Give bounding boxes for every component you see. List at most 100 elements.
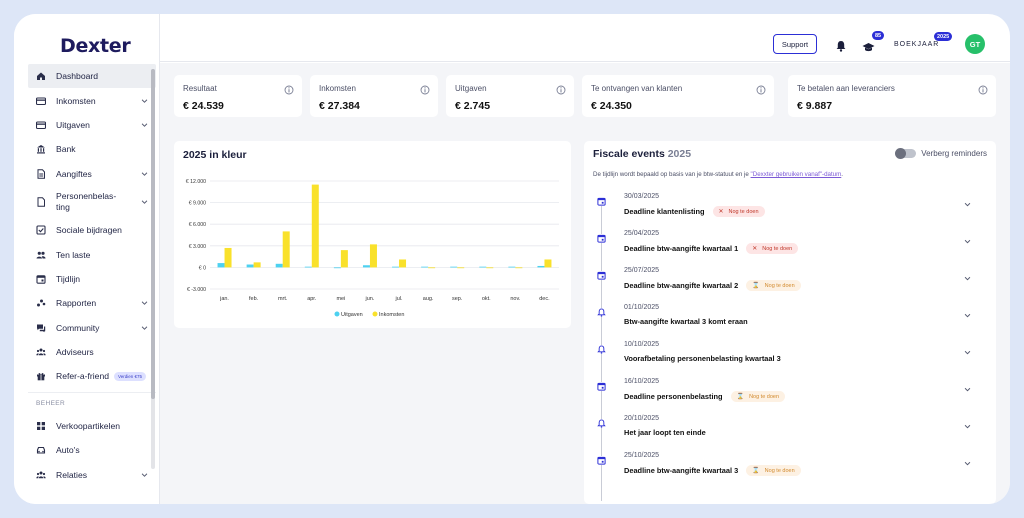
timeline-event[interactable]: 30/03/2025 Deadline klantenlisting ✕ Nog te… [584, 187, 980, 224]
fiscal-events-card: Fiscale events 2025 Verberg reminders De… [584, 141, 996, 504]
event-name: Deadline btw-aangifte kwartaal 2 [624, 281, 739, 290]
event-name: Deadline btw-aangifte kwartaal 1 [624, 244, 739, 253]
sidebar-item-label: Auto's [56, 445, 80, 456]
sidebar-scrollbar[interactable] [151, 69, 155, 469]
event-name: Het jaar loopt ten einde [624, 428, 706, 437]
group-icon [36, 470, 46, 480]
sidebar-item-label: Ten laste [56, 249, 91, 260]
chevron-down-icon[interactable] [964, 460, 971, 467]
card-icon [36, 120, 46, 130]
bar-uitgaven [217, 263, 225, 268]
sidebar-item-sociale-bijdragen[interactable]: Sociale bijdragen [28, 218, 156, 242]
sidebar-item-bank[interactable]: Bank [28, 137, 156, 161]
hide-reminders-toggle[interactable] [895, 148, 916, 159]
chevron-down-icon[interactable] [141, 121, 148, 128]
sidebar-item-uitgaven[interactable]: Uitgaven [28, 113, 156, 137]
bar-inkomsten [428, 267, 436, 269]
event-title: Deadline btw-aangifte kwartaal 3 ⌛ Nog te … [624, 465, 801, 476]
sidebar-item-ten-laste[interactable]: Ten laste [28, 242, 156, 266]
status-badge: ⌛ Nog te doen [730, 391, 786, 402]
x-tick-label: okt. [482, 296, 491, 302]
fiscal-year-label[interactable]: BOEKJAAR [894, 41, 940, 48]
chevron-down-icon[interactable] [964, 386, 971, 393]
chat-icon [36, 323, 46, 333]
graduation-cap-icon[interactable] [862, 40, 875, 52]
y-tick-label: € 12.000 [186, 179, 206, 185]
logo[interactable]: Dexter [60, 35, 131, 57]
kpi-card: Te ontvangen van klanten € 24.350 [582, 75, 774, 117]
sidebar-item-label: Tijdlijn [56, 273, 81, 284]
chevron-down-icon[interactable] [964, 238, 971, 245]
kpi-value: € 2.745 [455, 100, 491, 112]
info-icon[interactable] [756, 82, 766, 95]
kpi-value: € 24.539 [183, 100, 224, 112]
status-badge: ⌛ Nog te doen [746, 465, 801, 476]
chevron-down-icon[interactable] [141, 324, 148, 331]
timeline-event[interactable]: 25/10/2025 Deadline btw-aangifte kwartaal… [584, 446, 980, 483]
legend-label: Uitgaven [341, 312, 363, 318]
chevron-down-icon[interactable] [964, 201, 971, 208]
sidebar-item-label: Uitgaven [56, 119, 90, 130]
sidebar-item-personenbelas-ting[interactable]: Personenbelas-ting [28, 186, 156, 218]
event-date: 25/10/2025 [624, 452, 660, 459]
timeline-event[interactable]: 01/10/2025 Btw-aangifte kwartaal 3 komt e… [584, 298, 980, 335]
dexxter-start-date-link[interactable]: "Dexxter gebruiken vanaf"-datum [750, 171, 842, 178]
chart-title: 2025 in kleur [183, 149, 247, 161]
bell-icon[interactable] [835, 39, 847, 52]
fiscal-events-title: Fiscale events 2025 [593, 148, 691, 160]
sidebar-item-refer-a-friend[interactable]: Refer-a-friend Verdien €75 [28, 364, 156, 388]
chevron-down-icon[interactable] [141, 97, 148, 104]
sidebar-item-dashboard[interactable]: Dashboard [28, 64, 156, 89]
info-icon[interactable] [420, 82, 430, 95]
chevron-down-icon[interactable] [141, 471, 148, 478]
kpi-card: Te betalen aan leveranciers € 9.887 [788, 75, 996, 117]
status-badge-label: Nog te doen [728, 208, 759, 215]
sidebar-item-label: Aangiftes [56, 168, 92, 179]
support-button[interactable]: Support [773, 34, 817, 54]
timeline-event[interactable]: 25/04/2025 Deadline btw-aangifte kwartaal… [584, 224, 980, 261]
info-icon[interactable] [284, 82, 294, 95]
y-tick-label: € 3.000 [189, 244, 206, 250]
timeline-event[interactable]: 16/10/2025 Deadline personenbelasting ⌛ Nog… [584, 372, 980, 409]
info-icon[interactable] [978, 82, 988, 95]
bar-inkomsten [340, 250, 348, 268]
bar-uitgaven [508, 266, 516, 268]
chevron-down-icon[interactable] [141, 300, 148, 307]
sidebar-item-label: Adviseurs [56, 347, 94, 358]
sidebar-item-rapporten[interactable]: Rapporten [28, 291, 156, 315]
fiscal-events-year: 2025 [667, 148, 692, 160]
x-tick-label: jan. [219, 296, 229, 302]
sidebar-item-aangiftes[interactable]: Aangiftes [28, 162, 156, 186]
sidebar-item-verkoopartikelen[interactable]: Verkoopartikelen [28, 414, 156, 438]
chevron-down-icon[interactable] [964, 349, 971, 356]
bar-uitgaven [392, 266, 400, 268]
x-tick-label: feb. [249, 296, 259, 302]
bank-icon [36, 144, 46, 154]
bar-inkomsten [224, 247, 232, 268]
event-date: 25/04/2025 [624, 230, 660, 237]
timeline-event[interactable]: 10/10/2025 Voorafbetaling personenbelasti… [584, 335, 980, 372]
event-name: Voorafbetaling personenbelasting kwartaa… [624, 354, 781, 363]
chevron-down-icon[interactable] [964, 423, 971, 430]
info-icon[interactable] [556, 82, 566, 95]
sidebar-item-inkomsten[interactable]: Inkomsten [28, 88, 156, 112]
sidebar-nav: Dashboard Inkomsten Uitgaven Bank Aangiftes P… [28, 64, 156, 487]
sidebar-item-community[interactable]: Community [28, 316, 156, 340]
fiscal-year-badge[interactable]: 2025 [934, 32, 953, 41]
app-window: Dexter Dashboard Inkomsten Uitgaven Bank Aan… [14, 14, 1010, 504]
timeline-event[interactable]: 20/10/2025 Het jaar loopt ten einde [584, 409, 980, 446]
sidebar-item-adviseurs[interactable]: Adviseurs [28, 340, 156, 364]
notification-badge: 85 [872, 31, 885, 40]
timeline-event[interactable]: 25/07/2025 Deadline btw-aangifte kwartaal… [584, 261, 980, 298]
sidebar-scroll-thumb[interactable] [151, 69, 155, 399]
chevron-down-icon[interactable] [141, 198, 148, 205]
chevron-down-icon[interactable] [964, 312, 971, 319]
chevron-down-icon[interactable] [964, 275, 971, 282]
avatar[interactable]: GT [965, 34, 985, 54]
sidebar-item-auto-s[interactable]: Auto's [28, 438, 156, 462]
sidebar-item-relaties[interactable]: Relaties [28, 462, 156, 486]
calendar-icon [597, 382, 606, 391]
chart-card: 2025 in kleur € 12.000 € 9.000 € 6.000 € 3.… [174, 141, 571, 328]
chevron-down-icon[interactable] [141, 170, 148, 177]
sidebar-item-tijdlijn[interactable]: Tijdlijn [28, 267, 156, 291]
